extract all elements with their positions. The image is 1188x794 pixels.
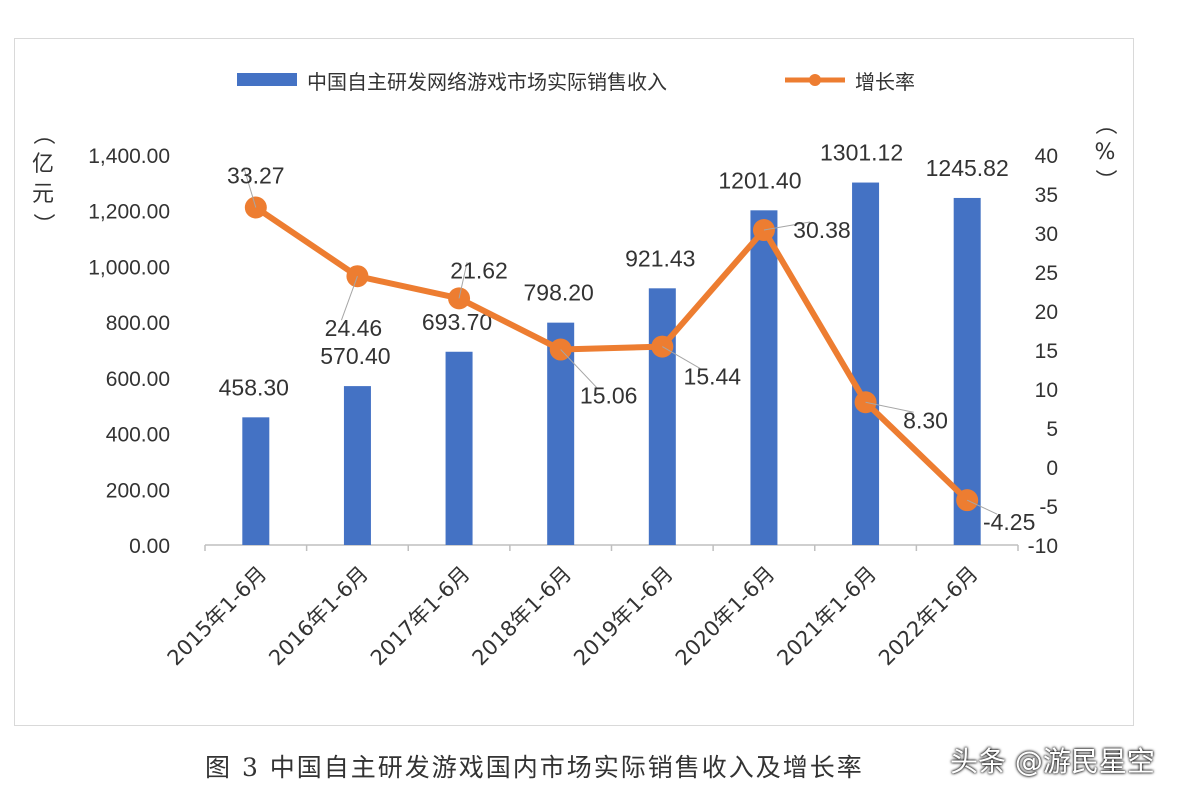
bar	[648, 288, 676, 545]
right-axis-title-char: %	[1095, 140, 1116, 165]
left-tick-label: 0.00	[129, 535, 170, 558]
chart-frame: 中国自主研发网络游戏市场实际销售收入 增长率 （ 亿元 ） （% ） 0.00 200.00 40…	[14, 38, 1134, 726]
line-value-label: -4.25	[983, 509, 1035, 535]
right-tick-label: -10	[1028, 535, 1058, 558]
data-label-leader	[340, 276, 358, 321]
growth-rate-line	[254, 205, 970, 503]
left-axis-title-char: （	[30, 123, 55, 145]
left-tick-label: 1,000.00	[88, 256, 170, 279]
bar-value-label: 1301.12	[820, 140, 903, 166]
category-label: 2018年1-6月	[468, 562, 577, 671]
bar-value-label: 1201.40	[718, 167, 801, 193]
right-tick-label: 15	[1035, 340, 1058, 363]
bar-value-label: 921.43	[625, 245, 695, 271]
bar-value-label: 458.30	[219, 374, 289, 400]
right-tick-label: -5	[1039, 496, 1058, 519]
left-tick-label: 800.00	[106, 312, 170, 335]
legend-marker-line	[809, 74, 821, 86]
combo-chart: 中国自主研发网络游戏市场实际销售收入 增长率 （ 亿元 ） （% ） 0.00 200.00 40…	[30, 70, 1117, 671]
left-tick-label: 1,200.00	[88, 201, 170, 224]
bar	[242, 417, 270, 545]
right-tick-label: 20	[1035, 301, 1058, 324]
data-label-leader	[763, 221, 811, 231]
figure-caption: 图 3 中国自主研发游戏国内市场实际销售收入及增长率	[205, 753, 864, 782]
line-value-label: 15.06	[580, 383, 638, 409]
right-axis-title-char: ）	[1092, 169, 1117, 191]
bar	[750, 210, 778, 545]
right-axis-title-char: （	[1092, 113, 1117, 135]
line-value-label: 8.30	[903, 407, 948, 433]
watermark: 头条 @游民星空	[950, 745, 1155, 778]
category-label: 2016年1-6月	[264, 562, 373, 671]
data-label-leader	[662, 346, 701, 370]
left-tick-label: 200.00	[106, 479, 170, 502]
data-label-leader	[560, 349, 598, 388]
right-tick-label: 40	[1035, 145, 1058, 168]
bar	[953, 197, 981, 546]
right-tick-label: 30	[1035, 223, 1058, 246]
left-axis-title-char: 亿	[32, 152, 54, 177]
right-tick-label: 5	[1046, 418, 1058, 441]
category-label: 2015年1-6月	[163, 562, 272, 671]
bar	[852, 182, 880, 545]
data-label-leader	[966, 499, 998, 515]
category-label: 2021年1-6月	[772, 562, 881, 671]
right-tick-label: 35	[1035, 184, 1058, 207]
left-axis-title-char: ）	[30, 213, 55, 235]
left-tick-label: 400.00	[106, 424, 170, 447]
data-label-leader	[865, 401, 914, 413]
bar-value-label: 570.40	[320, 343, 390, 369]
left-tick-label: 600.00	[106, 368, 170, 391]
legend-swatch-bar	[237, 73, 297, 86]
category-label: 2019年1-6月	[569, 562, 678, 671]
right-tick-label: 0	[1046, 457, 1058, 480]
bar-value-label: 693.70	[422, 309, 492, 335]
line-value-label: 15.44	[684, 364, 742, 390]
left-tick-label: 1,400.00	[88, 145, 170, 168]
left-axis-title-char: 元	[32, 182, 54, 207]
legend-label-bar: 中国自主研发网络游戏市场实际销售收入	[307, 70, 667, 94]
line-value-label: 24.46	[325, 315, 383, 341]
bar	[343, 386, 371, 545]
line-value-label: 33.27	[227, 162, 285, 188]
category-label: 2022年1-6月	[874, 562, 983, 671]
legend-label-line: 增长率	[855, 70, 915, 94]
bar-value-label: 798.20	[524, 280, 594, 306]
data-label-leader	[243, 167, 257, 208]
bar	[445, 351, 473, 545]
right-tick-label: 10	[1035, 379, 1058, 402]
category-label: 2020年1-6月	[671, 562, 780, 671]
line-value-label: 21.62	[450, 257, 508, 283]
category-label: 2017年1-6月	[366, 562, 475, 671]
bar-value-label: 1245.82	[926, 155, 1009, 181]
right-tick-label: 25	[1035, 262, 1058, 285]
data-label-leader	[458, 262, 468, 299]
line-value-label: 30.38	[793, 217, 851, 243]
